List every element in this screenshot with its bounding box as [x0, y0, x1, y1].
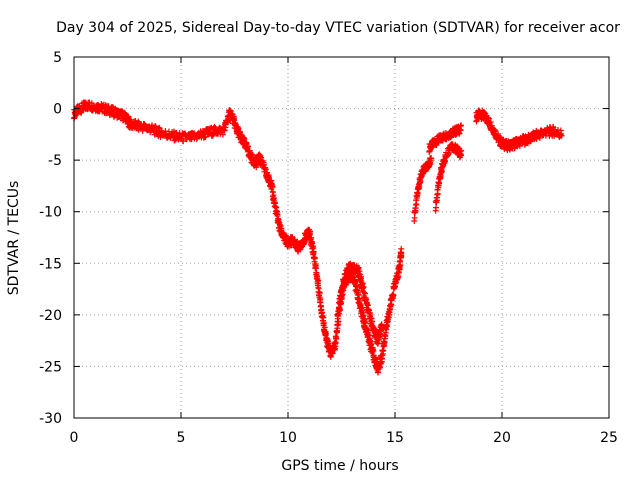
data-point: [320, 314, 327, 321]
data-point: [217, 131, 224, 138]
x-tick-label: 0: [70, 430, 79, 446]
x-tick-label: 5: [177, 430, 186, 446]
data-point: [390, 292, 397, 299]
data-point: [378, 325, 385, 332]
data-point: [558, 132, 565, 139]
chart-title: Day 304 of 2025, Sidereal Day-to-day VTE…: [56, 20, 620, 36]
data-point: [378, 328, 385, 335]
data-point: [315, 277, 322, 284]
data-point: [356, 268, 363, 275]
data-point: [397, 261, 404, 268]
data-point: [368, 340, 375, 347]
series-group: [426, 122, 465, 155]
grid-lines: [74, 57, 609, 418]
axis-ticks: 0 5 10 15 20 25 5 0 -5 -10 -15 -20 -25 -30: [39, 50, 618, 446]
x-tick-label: 10: [279, 430, 297, 446]
data-point: [364, 302, 371, 309]
data-point: [433, 204, 440, 211]
data-point: [333, 335, 340, 342]
data-point: [360, 283, 367, 290]
series-group: [432, 141, 465, 214]
series-group: [473, 107, 565, 154]
x-tick-label: 25: [600, 430, 618, 446]
data-point: [384, 323, 391, 330]
x-tick-label: 20: [493, 430, 511, 446]
y-tick-label: -10: [39, 205, 62, 221]
y-tick-label: -5: [48, 153, 62, 169]
plot-frame: [73, 56, 610, 419]
data-point: [487, 119, 494, 126]
y-tick-label: -30: [39, 411, 62, 427]
data-point: [334, 318, 341, 325]
data-point: [135, 118, 142, 125]
data-point: [170, 128, 177, 135]
y-tick-label: 0: [53, 102, 62, 118]
x-tick-label: 15: [386, 430, 404, 446]
data-point: [360, 312, 367, 319]
y-tick-label: -25: [39, 359, 62, 375]
data-point: [362, 290, 369, 297]
data-point: [316, 290, 323, 297]
data-point: [458, 122, 465, 129]
data-point: [219, 131, 226, 138]
data-point: [311, 254, 318, 261]
data-point: [221, 127, 228, 134]
data-point: [413, 201, 420, 208]
data-point: [343, 272, 350, 279]
data-point: [428, 155, 435, 162]
data-point: [361, 289, 368, 296]
series-layer: [71, 99, 565, 376]
y-tick-label: 5: [53, 50, 62, 66]
series-group: [411, 155, 435, 224]
series-group: [334, 260, 385, 347]
data-point: [411, 214, 418, 221]
x-axis-title: GPS time / hours: [281, 458, 398, 474]
data-point: [320, 319, 327, 326]
data-point: [226, 107, 233, 114]
data-point: [398, 252, 405, 259]
data-point: [491, 126, 498, 133]
data-point: [310, 248, 317, 255]
y-axis-title: SDTVAR / TECUs: [6, 181, 22, 296]
series-group: [71, 99, 405, 376]
data-point: [262, 166, 269, 173]
y-tick-label: -15: [39, 256, 62, 272]
data-point: [105, 103, 112, 110]
data-point: [458, 147, 465, 154]
y-tick-label: -20: [39, 308, 62, 324]
data-point: [434, 190, 441, 197]
data-point: [355, 264, 362, 271]
data-point: [307, 228, 314, 235]
data-point: [398, 245, 405, 252]
data-point: [336, 304, 343, 311]
